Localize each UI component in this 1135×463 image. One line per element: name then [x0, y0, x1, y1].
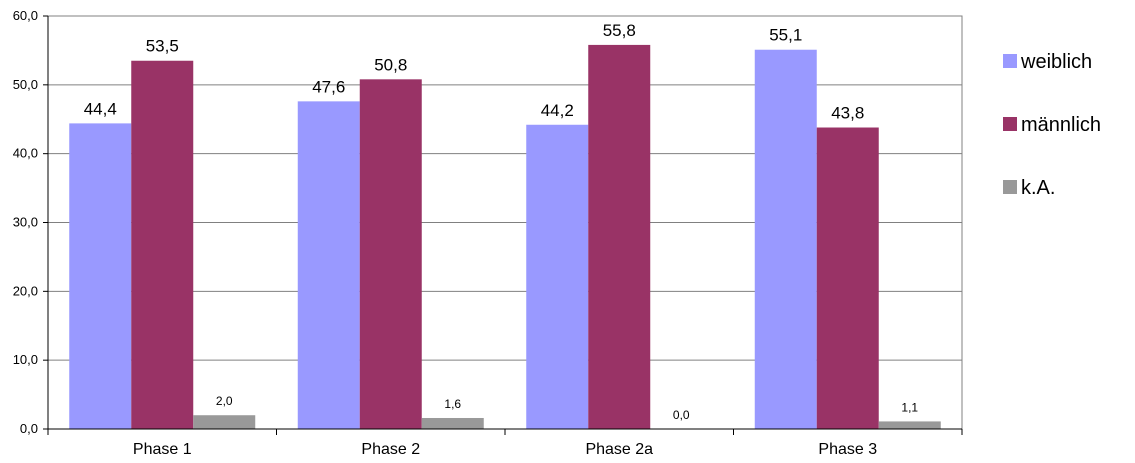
- bar-weiblich-phase-1: [69, 123, 132, 429]
- data-label: 55,1: [769, 26, 802, 45]
- bar-männlich-phase-1: [131, 60, 194, 429]
- x-category-label: Phase 2a: [585, 441, 653, 458]
- data-label: 53,5: [146, 37, 179, 56]
- bar-weiblich-phase-2: [297, 101, 360, 429]
- data-label: 1,1: [901, 400, 918, 414]
- y-tick-label: 10,0: [13, 352, 38, 367]
- bar-männlich-phase-3: [816, 127, 879, 429]
- data-labels: 44,4 53,5 2,0 47,6 50,8 1,6 44,2 55,8 0,0 55,1 43,…: [84, 21, 919, 422]
- legend-label: k.A.: [1021, 177, 1055, 199]
- legend-swatch: [1003, 117, 1017, 131]
- legend: weiblich männlich k.A.: [1003, 51, 1101, 199]
- y-tick-label: 30,0: [13, 215, 38, 230]
- bar-weiblich-phase-2a: [526, 124, 589, 430]
- data-label: 50,8: [374, 55, 407, 74]
- data-label: 44,2: [541, 101, 574, 120]
- data-label: 2,0: [216, 394, 233, 408]
- bar-k.A.-phase-3: [878, 421, 941, 429]
- x-category-label: Phase 1: [133, 441, 192, 458]
- y-tick-label: 50,0: [13, 77, 38, 92]
- axes: 0,0 10,0 20,0 30,0 40,0 50,0 60,0 Phase 1 Phase …: [13, 8, 963, 458]
- y-tick-label: 20,0: [13, 283, 38, 298]
- x-category-label: Phase 2: [361, 441, 420, 458]
- legend-swatch: [1003, 180, 1017, 194]
- bar-k.A.-phase-2: [421, 417, 484, 429]
- data-label: 0,0: [673, 408, 690, 422]
- legend-label: männlich: [1021, 114, 1101, 136]
- bar-männlich-phase-2: [359, 79, 422, 430]
- bar-männlich-phase-2a: [588, 44, 651, 429]
- legend-swatch: [1003, 54, 1017, 68]
- bars: [69, 44, 941, 430]
- bar-k.A.-phase-1: [193, 415, 256, 429]
- data-label: 47,6: [312, 77, 345, 96]
- data-label: 1,6: [444, 397, 461, 411]
- y-tick-label: 40,0: [13, 146, 38, 161]
- y-tick-label: 0,0: [20, 421, 38, 436]
- legend-label: weiblich: [1020, 51, 1092, 73]
- bar-weiblich-phase-3: [754, 49, 817, 429]
- data-label: 55,8: [603, 21, 636, 40]
- data-label: 44,4: [84, 99, 117, 118]
- y-tick-label: 60,0: [13, 8, 38, 23]
- x-category-label: Phase 3: [818, 441, 877, 458]
- data-label: 43,8: [831, 104, 864, 123]
